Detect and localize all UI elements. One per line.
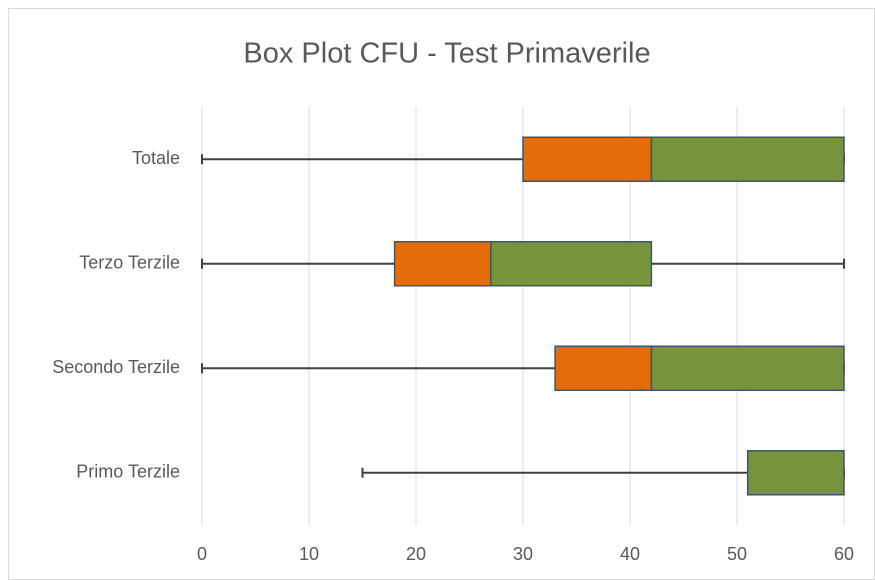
box-upper bbox=[650, 136, 845, 182]
box-upper bbox=[746, 450, 845, 496]
chart-area bbox=[8, 8, 875, 580]
x-tick-label: 40 bbox=[620, 544, 640, 564]
y-tick-label: Terzo Terzile bbox=[79, 253, 180, 273]
x-tick-label: 60 bbox=[834, 544, 854, 564]
box-upper bbox=[650, 345, 845, 391]
box-upper bbox=[490, 241, 653, 287]
box-lower bbox=[393, 241, 492, 287]
x-tick-label: 20 bbox=[406, 544, 426, 564]
x-tick-label: 50 bbox=[727, 544, 747, 564]
chart-title: Box Plot CFU - Test Primaverile bbox=[243, 38, 650, 70]
x-tick-label: 10 bbox=[299, 544, 319, 564]
x-tick-label: 0 bbox=[197, 544, 207, 564]
x-tick-label: 30 bbox=[513, 544, 533, 564]
y-tick-label: Secondo Terzile bbox=[52, 357, 180, 377]
y-tick-label: Totale bbox=[132, 148, 180, 168]
box-lower bbox=[554, 345, 653, 391]
y-tick-label: Primo Terzile bbox=[76, 462, 180, 482]
box-lower bbox=[522, 136, 653, 182]
